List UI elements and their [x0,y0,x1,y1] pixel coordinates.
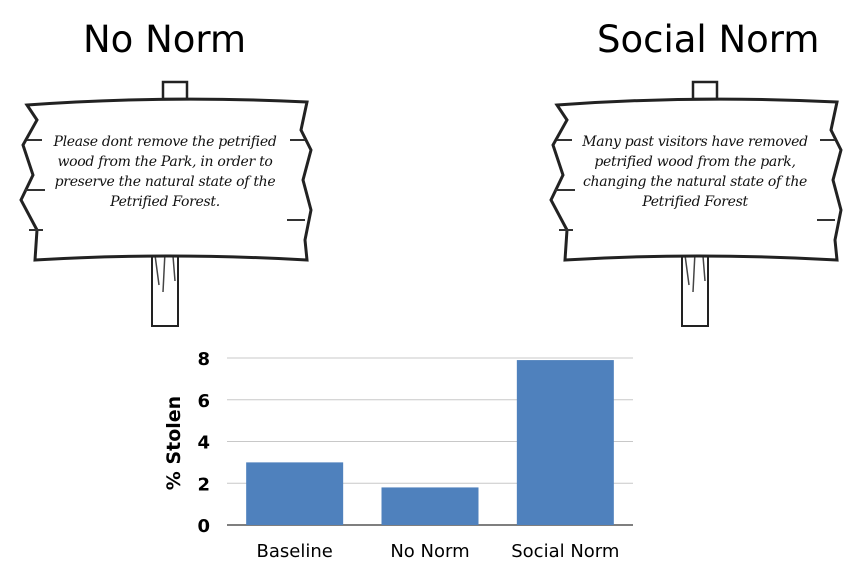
sign-text: Please dont remove the petrified wood fr… [53,134,277,210]
y-tick-label: 8 [197,349,210,370]
heading-social-norm: Social Norm [597,18,820,61]
heading-no-norm: No Norm [83,18,246,61]
x-tick-label: Social Norm [511,541,619,562]
x-tick-label: No Norm [390,541,469,562]
sign-social-norm: Many past visitors have removed petrifie… [545,80,845,330]
bar-baseline [246,462,344,525]
sign-text: Many past visitors have removed petrifie… [582,134,808,210]
y-tick-label: 2 [197,474,210,495]
y-tick-label: 0 [197,516,210,537]
x-tick-label: Baseline [257,541,333,562]
wooden-sign-icon [19,80,313,327]
bar-no-norm [381,487,479,525]
y-axis-label: % Stolen [163,396,185,490]
bar-social-norm [516,360,614,525]
y-tick-label: 6 [197,391,210,412]
sign-no-norm: Please dont remove the petrified wood fr… [15,80,315,330]
y-tick-label: 4 [197,433,210,454]
wooden-sign-icon [549,80,843,327]
